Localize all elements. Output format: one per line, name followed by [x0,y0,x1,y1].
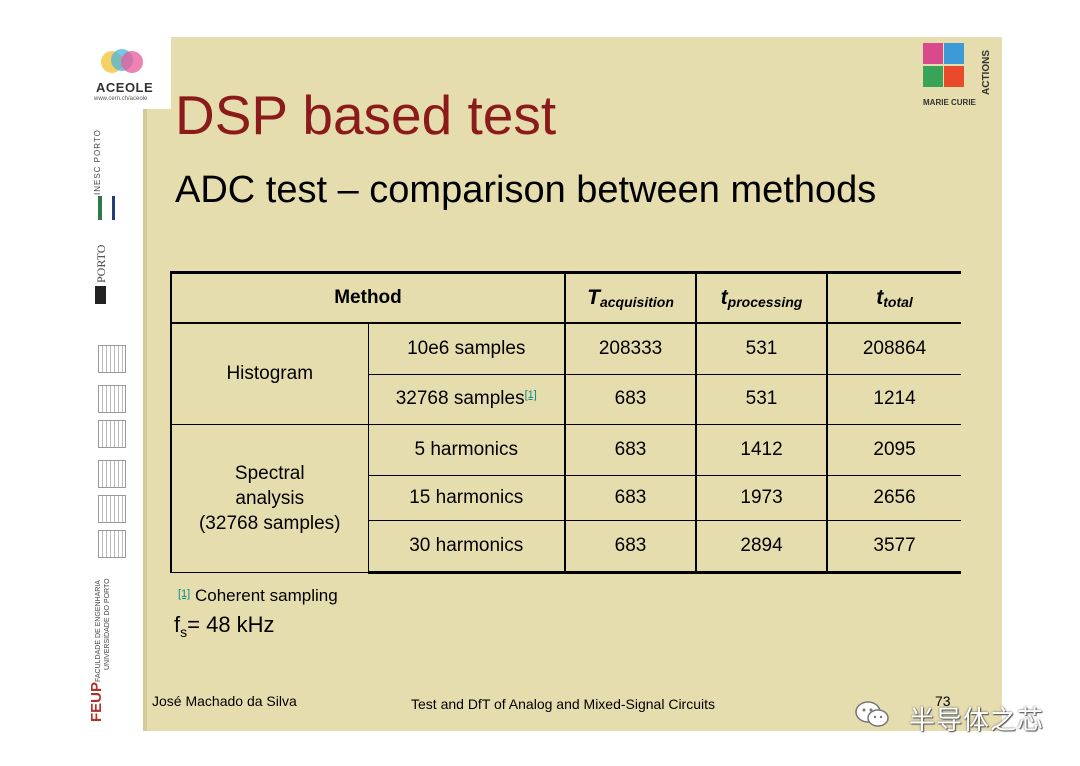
wechat-icon [855,701,889,727]
table-row: 15 harmonics 683 1973 2656 [171,475,962,522]
sidebar-edge [143,37,147,731]
building-icon [98,345,126,373]
table-header-row: Method Tacquisition tprocessing ttotal [169,271,962,324]
cell-acquisition: 208333 [564,323,697,375]
table-row: 32768 samples[1] 683 531 1214 [171,374,962,426]
t-total-symbol: t [876,286,884,309]
building-icon [98,420,126,448]
cell-total: 3577 [826,520,962,574]
table-row: 30 harmonics 683 2894 3577 [171,520,962,574]
mc-quadrant [923,43,943,64]
marie-curie-actions: ACTIONS [981,50,992,95]
logo-circle-pink [121,51,143,73]
cell-method: 30 harmonics [367,520,566,574]
group-spectral-line1: Spectral [234,463,305,485]
watermark-text: 半导体之芯 [909,705,1045,735]
building-icon [98,460,126,488]
cell-method: 5 harmonics [367,424,566,476]
t-acquisition-symbol: T [587,286,600,309]
building-icon [98,385,126,413]
cell-acquisition: 683 [564,374,697,426]
feup-full-name: FACULDADE DE ENGENHARIA [95,580,102,682]
footnote-ref-link[interactable]: [1] [524,389,537,402]
table-row: Histogram 10e6 samples 208333 531 208864 [170,323,962,426]
building-icon [98,495,126,523]
aceole-name: ACEOLE [96,80,154,95]
feup-logo-text: FEUP [88,681,105,722]
t-processing-symbol: t [720,286,728,309]
table-row: Spectral analysis (32768 samples) 5 harm… [170,424,962,573]
fs-symbol: f [174,612,181,637]
sidebar [79,37,147,731]
inesc-logo-mark [98,196,115,220]
cell-acquisition: 683 [564,475,697,522]
t-processing-sub: processing [727,294,803,310]
building-icon [98,530,126,558]
method-text: 32768 samples [395,388,525,410]
slide-title: DSP based test [175,84,557,146]
mc-quadrant [944,43,964,64]
cell-total: 2095 [826,424,962,476]
marie-curie-logo [922,42,998,108]
cell-processing: 2894 [695,520,828,574]
slide-subtitle: ADC test – comparison between methods [175,169,877,211]
footer-page-number: 73 [935,693,951,709]
inesc-logo-text: INESC PORTO [93,129,102,195]
cell-processing: 1973 [695,475,828,522]
footer-course: Test and DfT of Analog and Mixed-Signal … [411,696,716,712]
aceole-url: www.cern.ch/aceole [94,96,148,102]
mc-quadrant [944,66,964,87]
cell-method: 10e6 samples [367,323,566,375]
fs-value: = 48 kHz [187,612,275,637]
cell-processing: 1412 [695,424,828,476]
header-t-processing: tprocessing [695,271,828,324]
header-method: Method [169,271,566,324]
feup-university-name: UNIVERSIDADE DO PORTO [104,578,111,670]
cell-total: 208864 [826,323,962,375]
group-spectral-line2: analysis [235,488,305,510]
marie-curie-label: MARIE CURIE [923,98,976,107]
group-spectral-line3: (32768 samples) [198,513,341,535]
t-total-sub: total [883,294,913,310]
aceole-logo [79,37,171,109]
comparison-table: Method Tacquisition tprocessing ttotal H… [169,271,962,574]
cell-processing: 531 [695,323,828,375]
t-acquisition-sub: acquisition [599,294,674,310]
footnote: [1] Coherent sampling [178,586,338,606]
header-t-total: ttotal [826,271,962,324]
fs-subscript: s [180,624,188,640]
group-spectral: Spectral analysis (32768 samples) [170,424,368,573]
cell-acquisition: 683 [564,424,697,476]
cell-processing: 531 [695,374,828,426]
footer-author: José Machado da Silva [152,693,297,709]
footnote-text: Coherent sampling [194,586,338,605]
cell-total: 1214 [826,374,962,426]
cell-method: 15 harmonics [367,475,566,522]
footnote-marker[interactable]: [1] [178,588,191,600]
group-histogram: Histogram [170,323,368,426]
cell-total: 2656 [826,475,962,522]
mc-quadrant [923,66,943,87]
cell-acquisition: 683 [564,520,697,574]
header-t-acquisition: Tacquisition [564,271,697,324]
uporto-logo-text: PORTO [94,244,108,283]
uporto-logo-mark [95,286,106,304]
sampling-frequency: fs= 48 kHz [174,612,275,640]
cell-method: 32768 samples[1] [367,374,566,426]
